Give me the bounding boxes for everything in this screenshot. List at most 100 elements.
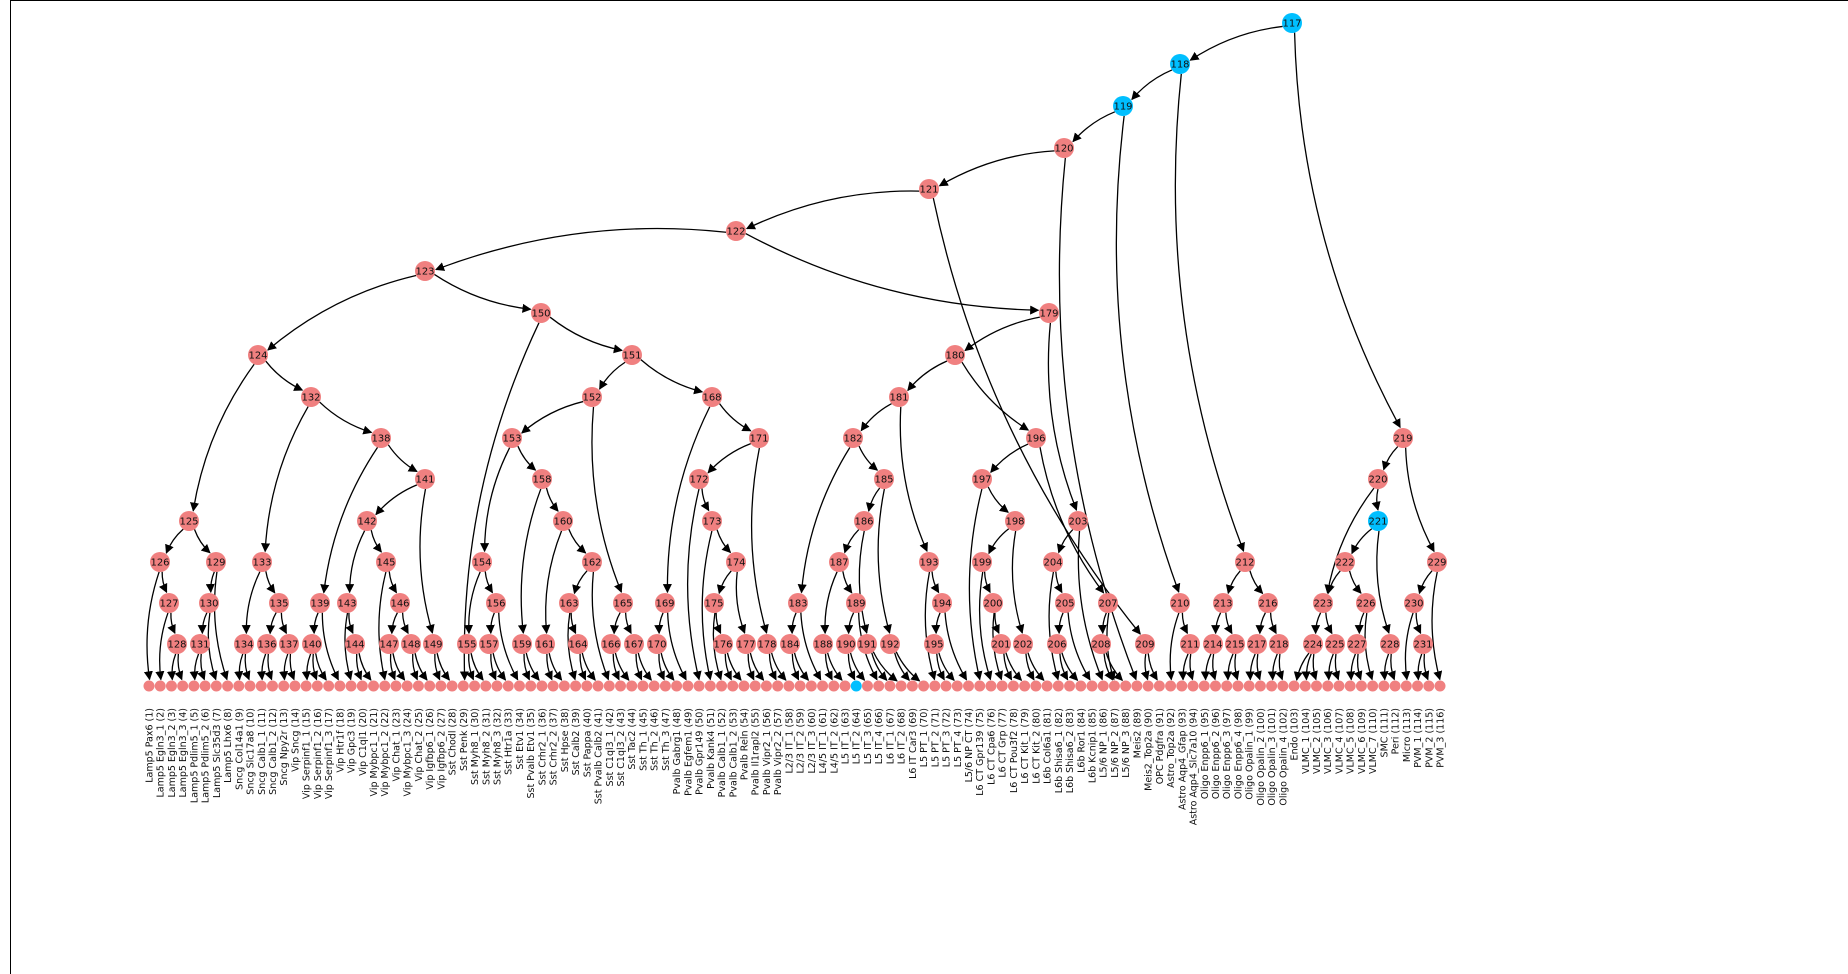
leaf-label-17: Vip Serpinf1_3 (17) (324, 708, 335, 799)
leaf-label-55: Pvalb Il1rapl2 (55) (751, 708, 762, 795)
edge-203-to-n204 (1056, 529, 1074, 554)
leaf-label-62: L4/5 IT_2 (62) (829, 708, 840, 774)
tree-node-218-label: 218 (1269, 640, 1288, 651)
leaf-marker-97 (1221, 680, 1233, 692)
tree-node-165: 165 (613, 593, 633, 613)
tree-node-168-circle (702, 387, 722, 407)
edge-157-to-l33 (492, 652, 507, 681)
leaf-marker-16 (311, 680, 323, 692)
edge-210-to-n211 (1179, 612, 1188, 635)
tree-node-212-circle (1235, 552, 1255, 572)
tree-node-118-label: 118 (1170, 60, 1189, 71)
tree-node-134-circle (234, 634, 254, 654)
leaf-label-91: OPC Pdgfra (91) (1155, 708, 1166, 784)
tree-node-138: 138 (371, 428, 391, 448)
tree-node-199-label: 199 (972, 558, 991, 569)
tree-node-177-label: 177 (736, 640, 755, 651)
tree-node-151-label: 151 (622, 351, 641, 362)
tree-node-195-label: 195 (924, 640, 943, 651)
edge-141-to-n142 (375, 484, 418, 516)
edge-153-to-n154 (480, 447, 511, 553)
tree-node-187-circle (829, 552, 849, 572)
tree-node-228-label: 228 (1380, 640, 1399, 651)
leaf-label-54: Pvalb Reln (54) (739, 708, 750, 780)
edge-204-to-n205 (1053, 571, 1063, 594)
leaf-marker-91 (1153, 680, 1165, 692)
tree-node-178: 178 (757, 634, 777, 654)
edge-213-to-n214 (1211, 612, 1222, 635)
edge-167-to-l45 (633, 653, 643, 681)
leaf-marker-31 (480, 680, 492, 692)
tree-node-133: 133 (252, 552, 272, 572)
tree-node-174-circle (726, 552, 746, 572)
leaf-marker-109 (1355, 680, 1367, 692)
tree-node-223-label: 223 (1313, 599, 1332, 610)
tree-node-138-label: 138 (371, 434, 390, 445)
leaf-marker-41 (592, 680, 604, 692)
tree-node-154-circle (472, 552, 492, 572)
leaf-marker-71 (929, 680, 941, 692)
tree-node-185-label: 185 (874, 475, 893, 486)
tree-node-158: 158 (532, 469, 552, 489)
leaf-label-98: Oligo Enpp6_4 (98) (1233, 708, 1244, 799)
leaf-marker-61 (817, 680, 829, 692)
tree-node-209-circle (1135, 634, 1155, 654)
leaf-marker-9 (233, 680, 245, 692)
tree-node-207: 207 (1098, 593, 1118, 613)
tree-node-117: 117 (1282, 13, 1302, 33)
edge-216-to-n217 (1255, 612, 1266, 635)
edge-140-to-l16 (309, 653, 318, 681)
tree-node-167-label: 167 (624, 640, 643, 651)
edge-145-to-n146 (388, 571, 397, 594)
tree-node-178-circle (757, 634, 777, 654)
leaf-marker-63 (839, 680, 851, 692)
leaf-marker-99 (1243, 680, 1255, 692)
tree-node-180-label: 180 (945, 351, 964, 362)
leaf-marker-10 (244, 680, 256, 692)
edge-166-to-l43 (611, 653, 620, 681)
tree-node-224-label: 224 (1303, 640, 1322, 651)
edge-147-to-l24 (392, 653, 406, 681)
edge-206-to-l83 (1059, 653, 1069, 681)
leaf-label-47: Sst Th_3 (47) (661, 708, 672, 771)
tree-node-131-circle (190, 634, 210, 654)
leaf-marker-34 (513, 680, 525, 692)
edge-194-to-l74 (944, 612, 968, 681)
tree-node-225-circle (1325, 634, 1345, 654)
tree-node-198: 198 (1005, 511, 1025, 531)
edge-175-to-n176 (712, 612, 722, 635)
tree-node-205-label: 205 (1055, 599, 1074, 610)
edge-166-to-l44 (614, 652, 630, 681)
edge-122-to-n179 (745, 232, 1040, 315)
leaf-label-50: Pvalb Gpr149 (50) (695, 708, 706, 795)
edge-218-to-l102 (1275, 653, 1284, 681)
leaf-marker-21 (368, 680, 380, 692)
leaf-marker-4 (177, 680, 189, 692)
tree-node-192-label: 192 (880, 640, 899, 651)
leaf-marker-59 (794, 680, 806, 692)
tree-node-142: 142 (357, 511, 377, 531)
tree-node-120-circle (1054, 138, 1074, 158)
edge-229-to-n230 (1417, 570, 1433, 595)
leaf-label-15: Vip Serpinf1_1 (15) (302, 708, 313, 799)
edge-136-to-l11 (256, 653, 267, 681)
tree-node-190-circle (836, 634, 856, 654)
tree-node-130: 130 (199, 593, 219, 613)
leaf-marker-101 (1266, 680, 1278, 692)
leaf-marker-54 (738, 680, 750, 692)
edge-178-to-l58 (770, 652, 787, 681)
tree-node-119: 119 (1113, 96, 1133, 116)
tree-node-202: 202 (1013, 634, 1033, 654)
leaf-marker-103 (1288, 680, 1300, 692)
tree-node-129-circle (206, 552, 226, 572)
tree-node-175-label: 175 (704, 599, 723, 610)
tree-node-161-label: 161 (535, 640, 554, 651)
tree-node-182-label: 182 (843, 434, 862, 445)
edge-141-to-n149 (419, 488, 435, 634)
leaf-label-59: L2/3 IT_2 (59) (796, 708, 807, 774)
tree-node-206: 206 (1047, 634, 1067, 654)
edge-131-to-l6 (197, 653, 206, 681)
leaf-label-10: Sncg Slc17a8 (10) (246, 708, 257, 795)
tree-node-164: 164 (568, 634, 588, 654)
tree-node-208-label: 208 (1091, 640, 1110, 651)
